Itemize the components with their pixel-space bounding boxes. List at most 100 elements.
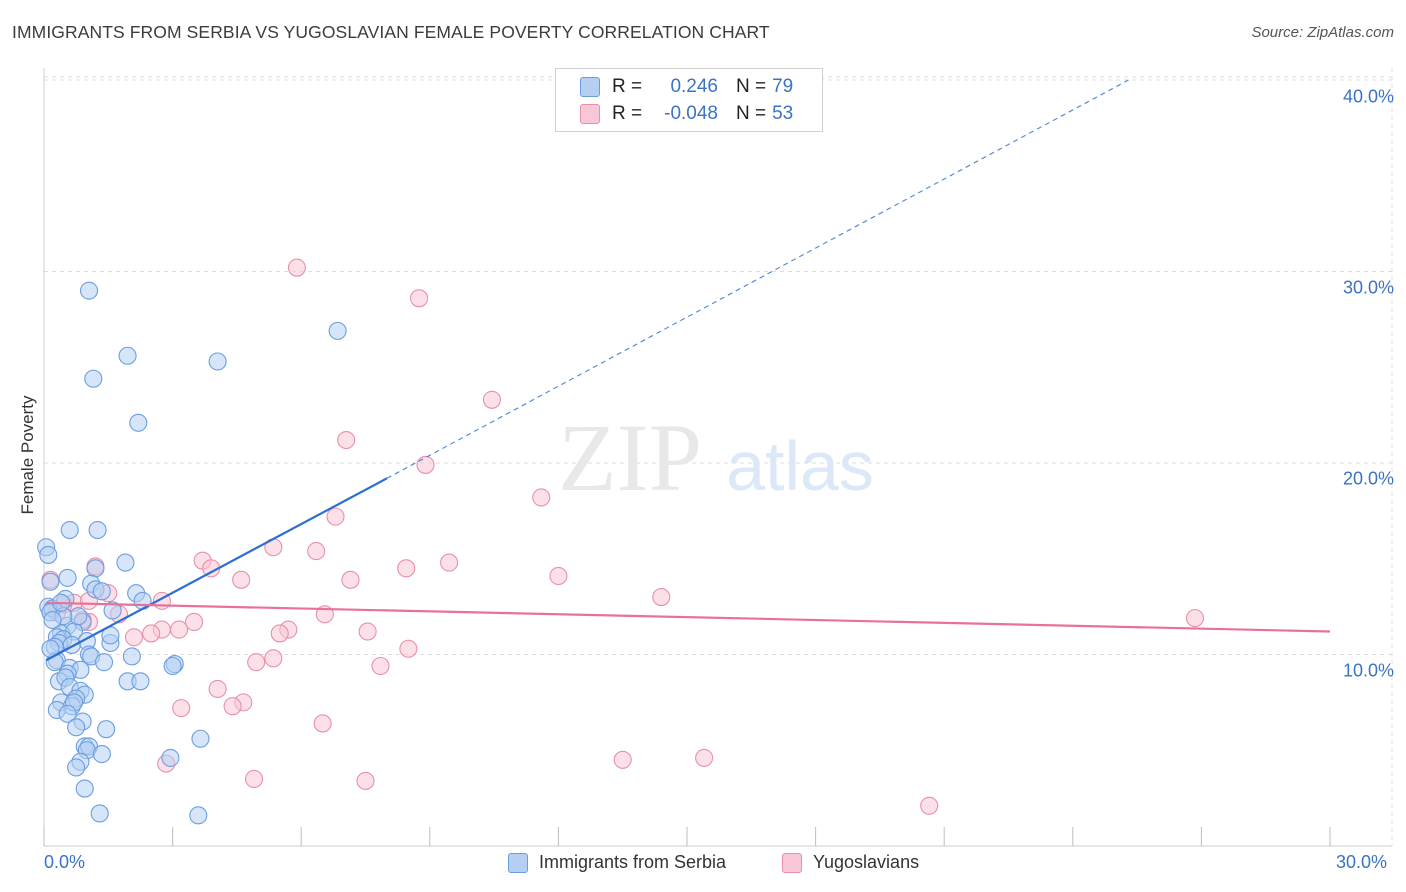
data-point [94,653,114,672]
chart-title: IMMIGRANTS FROM SERBIA VS YUGOSLAVIAN FE… [12,22,770,42]
data-point [326,507,345,526]
data-point [124,628,144,647]
watermark-atlas: atlas [726,427,874,505]
data-point [116,553,135,572]
legend-swatch-blue [580,77,600,97]
data-point [122,647,141,666]
legend-row-serbia: R = 0.246 N = 79 [580,76,793,98]
legend-item-yugoslavians[interactable]: Yugoslavians [782,852,919,873]
n-value: 79 [772,76,794,97]
data-point [86,559,105,578]
y-tick-label: 20.0% [1342,468,1394,489]
data-point [313,714,332,733]
y-tick-label: 30.0% [1342,277,1394,298]
data-point [208,352,227,371]
n-label: N = [736,103,767,124]
legend-item-serbia[interactable]: Immigrants from Serbia [508,852,726,873]
data-point [163,656,182,676]
data-point [92,745,111,764]
data-point [1185,609,1205,628]
data-point [60,520,79,540]
legend-label: Immigrants from Serbia [539,852,727,872]
x-tick-label: 0.0% [44,852,86,872]
data-point [337,430,356,450]
legend-label: Yugoslavians [813,852,920,872]
data-point [920,796,939,815]
data-point [41,572,60,591]
data-point [142,624,161,643]
grid-layer [43,68,1393,847]
data-point [247,653,266,672]
data-point [341,570,360,589]
data-point [410,289,429,308]
r-label: R = [612,103,643,124]
data-point [92,582,111,601]
data-point [307,542,326,561]
watermark-zip: ZIP [558,404,702,511]
data-point [67,758,86,777]
data-point [79,281,99,300]
data-point [399,639,418,658]
data-point [270,624,289,643]
data-point [208,679,227,699]
data-point [549,566,568,586]
data-point [532,488,551,507]
y-tick-label: 40.0% [1342,86,1394,107]
trend-line-serbia [45,477,388,662]
data-point [264,649,283,668]
data-point [416,455,435,474]
series-legend: Immigrants from Serbia Yugoslavians [0,852,1406,876]
data-point [118,346,137,365]
data-point [287,258,306,277]
data-point [328,321,347,340]
trend-line-serbia-extension [386,79,1129,479]
n-label: N = [736,76,767,97]
data-point [131,672,150,691]
source-label: Source: ZipAtlas.com [1251,24,1394,41]
data-point [371,656,390,676]
x-tick-label: 30.0% [1336,852,1388,872]
data-point [184,612,204,631]
legend-swatch-pink [782,852,802,873]
data-point [358,622,377,641]
legend-swatch-blue [508,852,528,873]
data-point [172,699,191,718]
trend-line-yugoslavians [46,601,1331,633]
r-value: 0.246 [670,76,718,97]
data-point [482,390,502,409]
stats-legend: R = 0.246 N = 79 R = -0.048 N = 53 [555,68,823,132]
trend-lines [45,79,1331,662]
r-value: -0.048 [664,103,718,124]
legend-swatch-pink [580,104,600,124]
data-point [103,601,122,620]
data-point [129,413,148,432]
data-point [43,610,62,630]
data-point [39,545,58,564]
points-serbia [37,281,347,825]
data-point [232,570,251,589]
data-point [58,704,77,723]
data-point [84,369,103,388]
data-point [90,804,109,823]
data-point [356,771,375,790]
data-point [397,559,416,578]
n-value: 53 [772,103,794,124]
data-point [67,718,86,737]
points-yugoslavians [41,258,1205,815]
data-point [613,750,632,769]
data-point [695,748,714,767]
data-point [58,568,77,587]
y-tick-label: 10.0% [1342,660,1394,681]
data-point [75,779,94,798]
data-point [244,769,264,789]
data-point [88,520,107,540]
data-point [189,806,208,825]
data-point [652,587,671,607]
data-point [223,697,242,716]
data-point [191,729,210,748]
data-point [97,720,116,739]
data-point [133,591,152,610]
legend-row-yugoslavians: R = -0.048 N = 53 [580,103,793,125]
data-point [161,748,180,767]
